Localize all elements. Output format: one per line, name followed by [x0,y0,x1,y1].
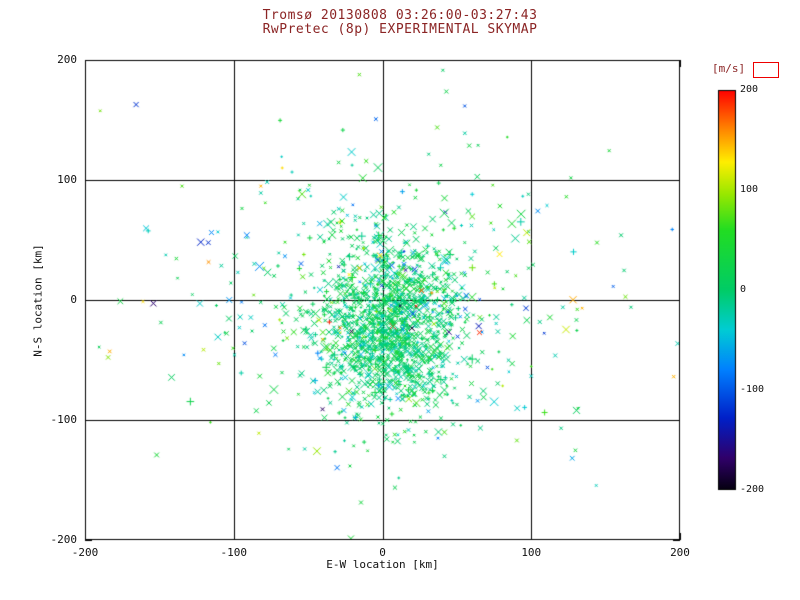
x-tick-label: 100 [521,546,542,559]
colorbar-max-marker-box [753,62,779,78]
y-tick-label: -100 [50,413,78,426]
colorbar-tick-label: 100 [740,184,759,195]
y-tick-label: 0 [70,293,77,306]
colorbar-tick-label: 0 [740,284,747,295]
colorbar-tick-label: 200 [740,84,759,95]
x-tick-label: -200 [71,546,99,559]
y-tick-label: -200 [50,533,78,546]
x-tick-label: 200 [670,546,690,559]
figure-title: Tromsø 20130808 03:26:00-03:27:43 [262,8,538,23]
y-tick-label: 200 [57,53,77,66]
colorbar-tick-label: -200 [740,484,765,495]
x-axis-label: E-W location [km] [326,558,439,571]
figure-subtitle: RwPretec (8p) EXPERIMENTAL SKYMAP [262,22,538,37]
x-tick-label: -100 [220,546,248,559]
colorbar-tick-label: -100 [740,384,765,395]
x-tick-label: 0 [379,546,386,559]
y-tick-label: 100 [57,173,77,186]
colorbar-unit-label: [m/s] [712,62,746,75]
